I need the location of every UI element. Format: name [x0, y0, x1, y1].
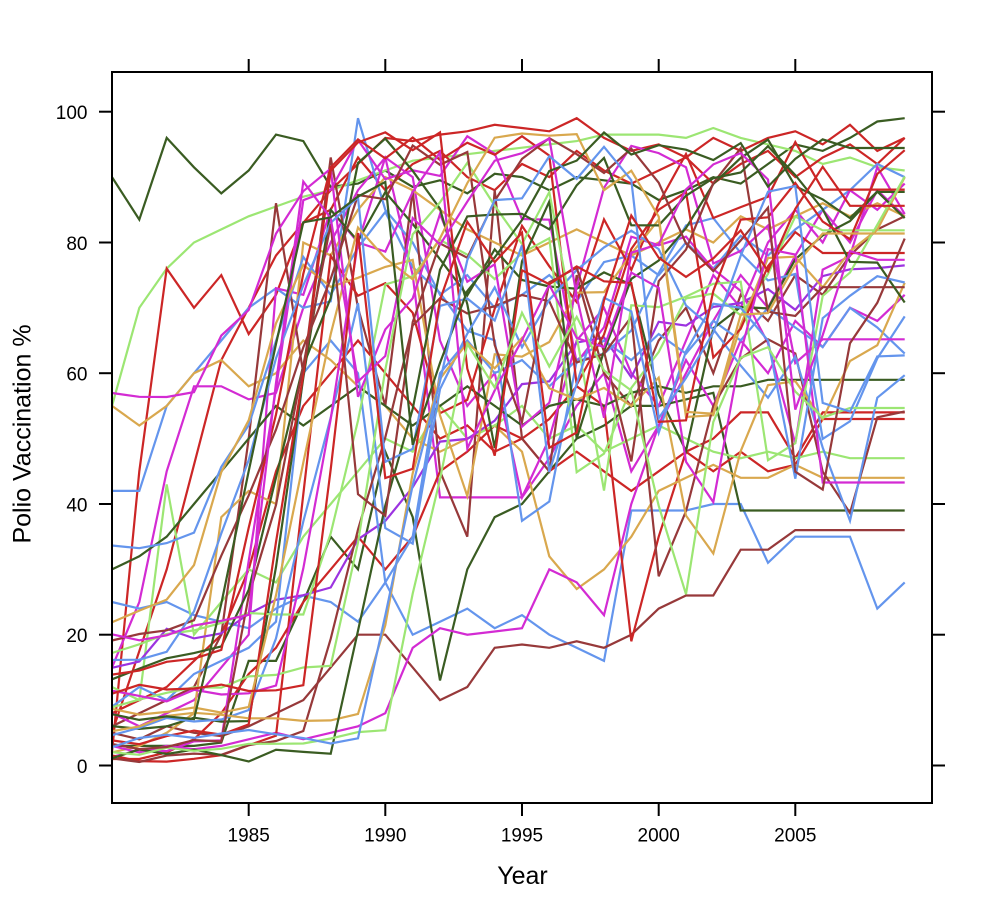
svg-text:1995: 1995	[501, 826, 543, 847]
svg-text:20: 20	[66, 626, 87, 647]
svg-text:100: 100	[56, 103, 88, 124]
svg-text:60: 60	[66, 365, 87, 386]
svg-text:80: 80	[66, 234, 87, 255]
svg-text:2005: 2005	[774, 826, 816, 847]
svg-text:1985: 1985	[228, 826, 270, 847]
svg-text:Polio Vaccination %: Polio Vaccination %	[9, 324, 37, 543]
svg-text:Year: Year	[497, 862, 548, 890]
svg-text:2000: 2000	[638, 826, 680, 847]
svg-text:40: 40	[66, 496, 87, 517]
svg-text:1990: 1990	[364, 826, 406, 847]
svg-text:0: 0	[77, 757, 88, 778]
